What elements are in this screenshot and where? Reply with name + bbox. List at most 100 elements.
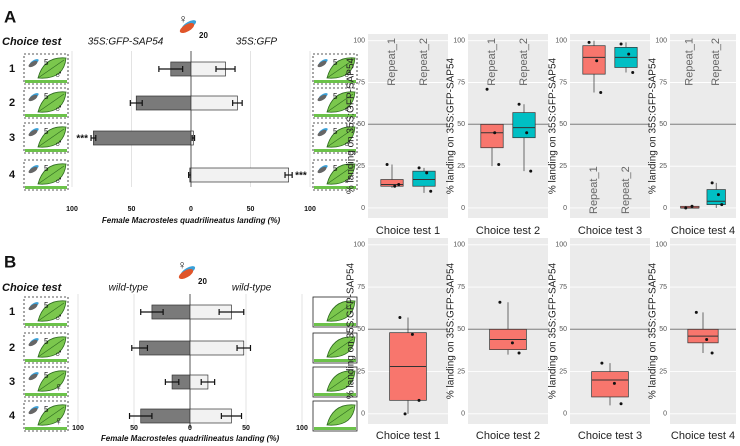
insect-body bbox=[317, 129, 327, 137]
icon-soil bbox=[314, 427, 356, 430]
insect-count: 20 bbox=[199, 31, 208, 40]
insect-body bbox=[28, 129, 38, 137]
choice-heading: Choice test bbox=[2, 282, 63, 294]
y-axis-label: % landing on 35S:GFP-SAP54 bbox=[548, 57, 559, 194]
icon-soil bbox=[25, 359, 67, 362]
y-tick-label: 25 bbox=[559, 368, 567, 375]
data-point bbox=[497, 162, 501, 166]
data-point bbox=[587, 40, 591, 44]
y-tick-label: 75 bbox=[659, 79, 667, 86]
y-axis-label: % landing on 35S:GFP-SAP54 bbox=[446, 57, 457, 194]
box bbox=[480, 123, 504, 149]
row-label: 2 bbox=[9, 342, 15, 354]
leaf-vein bbox=[37, 93, 65, 113]
insect-body bbox=[28, 166, 38, 174]
insect-body bbox=[28, 94, 38, 102]
insect-body bbox=[28, 407, 38, 415]
panel-label: A bbox=[4, 7, 16, 26]
icon-count: 5 bbox=[333, 92, 338, 101]
x-axis-label: Choice test 3 bbox=[578, 430, 642, 442]
insect-body bbox=[178, 268, 194, 280]
row-label: 3 bbox=[9, 376, 15, 388]
data-point bbox=[393, 184, 397, 188]
data-point bbox=[385, 162, 389, 166]
icon-sex: ♂ bbox=[54, 310, 63, 324]
data-point bbox=[397, 183, 401, 187]
box-label: Repeat_2 bbox=[418, 38, 430, 86]
data-point bbox=[510, 341, 514, 345]
data-point bbox=[599, 91, 603, 95]
x-tick-label: 0 bbox=[189, 206, 193, 213]
icon-soil bbox=[314, 359, 356, 362]
icon-sex: ♂ bbox=[343, 136, 352, 150]
y-tick-label: 0 bbox=[563, 205, 567, 212]
data-point bbox=[398, 315, 402, 319]
icon-count: 5 bbox=[44, 301, 49, 310]
leaf-vein bbox=[326, 165, 354, 185]
leaf-vein bbox=[37, 372, 65, 392]
x-axis-label: Choice test 2 bbox=[476, 225, 540, 237]
y-tick-label: 25 bbox=[357, 163, 365, 170]
icon-soil bbox=[314, 80, 356, 83]
box bbox=[706, 189, 726, 205]
icon-sex: ♀ bbox=[54, 380, 63, 394]
icon-count: 5 bbox=[333, 164, 338, 173]
x-tick-label: 50 bbox=[128, 206, 136, 213]
data-point bbox=[425, 171, 429, 175]
data-point bbox=[403, 412, 407, 416]
x-axis-label: Choice test 4 bbox=[671, 430, 735, 442]
icon-soil bbox=[25, 80, 67, 83]
icon-soil bbox=[25, 149, 67, 152]
insect-sex: ♀ bbox=[179, 12, 188, 26]
icon-soil bbox=[25, 114, 67, 117]
y-axis-label: % landing on 35S:GFP-SAP54 bbox=[446, 262, 457, 399]
leaf-vein bbox=[326, 59, 354, 79]
row-label: 2 bbox=[9, 97, 15, 109]
panel-label: B bbox=[4, 252, 16, 271]
leaf-vein bbox=[326, 302, 354, 322]
bar bbox=[93, 130, 192, 146]
data-point bbox=[612, 381, 616, 385]
y-tick-label: 25 bbox=[559, 163, 567, 170]
box-label: Repeat_2 bbox=[710, 38, 722, 86]
data-point bbox=[595, 59, 599, 63]
data-point bbox=[429, 189, 433, 193]
x-tick-label: 100 bbox=[296, 425, 308, 432]
y-tick-label: 25 bbox=[457, 368, 465, 375]
insect-body bbox=[317, 94, 327, 102]
box-label: Repeat_2 bbox=[518, 38, 530, 86]
row-label: 4 bbox=[9, 410, 16, 422]
leaf-vein bbox=[326, 406, 354, 426]
x-tick-label: 50 bbox=[242, 425, 250, 432]
box bbox=[512, 112, 536, 139]
insect-body bbox=[317, 166, 327, 174]
x-tick-label: 100 bbox=[304, 206, 316, 213]
leaf-vein bbox=[37, 128, 65, 148]
y-tick-label: 0 bbox=[361, 411, 365, 418]
data-point bbox=[517, 102, 521, 106]
y-tick-label: 100 bbox=[655, 38, 667, 45]
icon-count: 5 bbox=[44, 337, 49, 346]
icon-count: 5 bbox=[333, 127, 338, 136]
box bbox=[582, 45, 606, 75]
box-label: Repeat_1 bbox=[386, 38, 398, 86]
y-tick-label: 25 bbox=[659, 163, 667, 170]
data-point bbox=[690, 204, 694, 208]
y-tick-label: 75 bbox=[559, 79, 567, 86]
row-label: 4 bbox=[9, 169, 16, 181]
y-tick-label: 0 bbox=[461, 411, 465, 418]
data-point bbox=[710, 181, 714, 185]
significance: *** bbox=[76, 134, 88, 145]
icon-count: 5 bbox=[44, 371, 49, 380]
icon-sex: ♀ bbox=[54, 414, 63, 428]
x-axis-label: Female Macrosteles quadrilineatus landin… bbox=[102, 216, 281, 225]
y-tick-label: 50 bbox=[457, 326, 465, 333]
icon-soil bbox=[25, 393, 67, 396]
y-tick-label: 0 bbox=[563, 411, 567, 418]
icon-sex: ♂ bbox=[343, 67, 352, 81]
series-label: wild-type bbox=[109, 283, 149, 294]
data-point bbox=[710, 351, 714, 355]
row-label: 3 bbox=[9, 132, 15, 144]
icon-soil bbox=[314, 149, 356, 152]
